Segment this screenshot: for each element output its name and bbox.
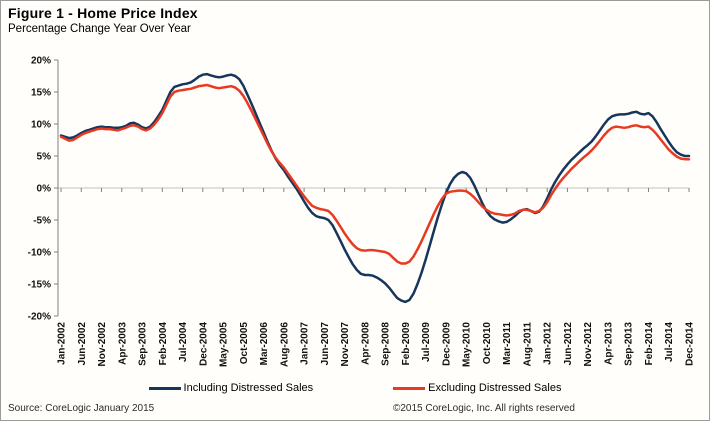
chart-title: Figure 1 - Home Price Index (8, 5, 198, 21)
x-axis-tick-label: Apr-2008 (360, 322, 371, 365)
x-axis-tick-label: Jul-2004 (178, 322, 189, 362)
source-note: Source: CoreLogic January 2015 (8, 403, 155, 414)
x-axis-tick-label: Jul-2014 (664, 322, 675, 362)
legend-item-including-distressed: Including Distressed Sales (148, 382, 314, 394)
y-axis-tick-label: 5% (37, 152, 52, 163)
x-axis-tick-label: Dec-2014 (685, 322, 696, 366)
chart-subtitle: Percentage Change Year Over Year (8, 23, 191, 35)
including-distressed-line-swatch (148, 386, 181, 390)
series-line-excluding-distressed (59, 83, 691, 265)
legend-label-excluding-distressed: Excluding Distressed Sales (428, 382, 562, 394)
x-axis-tick-label: Nov-2012 (583, 322, 594, 367)
x-axis-tick-label: Feb-2014 (644, 322, 655, 366)
x-axis-tick-label: Mar-2006 (259, 322, 270, 366)
x-axis-tick-label: Feb-2004 (158, 322, 169, 366)
x-axis-tick-label: Sep-2013 (624, 322, 635, 366)
x-axis-tick-label: May-2010 (462, 322, 473, 367)
series-line-including-distressed (59, 72, 691, 304)
x-axis-tick-label: Nov-2007 (340, 322, 351, 367)
x-axis-tick-label: Feb-2009 (401, 322, 412, 366)
x-axis-tick-label: Aug-2011 (522, 322, 533, 367)
x-axis-tick-label: Dec-2009 (441, 322, 452, 366)
y-axis-tick-label: -15% (28, 280, 51, 291)
x-axis-tick-label: Jan-2002 (57, 322, 68, 365)
legend-item-excluding-distressed: Excluding Distressed Sales (393, 382, 561, 394)
y-axis-tick-label: 20% (31, 56, 51, 67)
x-axis-tick-label: Apr-2013 (603, 322, 614, 365)
x-axis-tick-label: Jan-2007 (300, 322, 311, 365)
home-price-index-line-chart: 20% 15% 10% 5% 0% -5% -10% -15% -20% Jan-2002 Jun-… (28, 56, 696, 368)
x-axis-tick-label: Sep-2008 (381, 322, 392, 366)
x-axis-tick-label: Jun-2012 (563, 322, 574, 366)
x-axis-tick-label: May-2005 (219, 322, 230, 367)
legend-label-including-distressed: Including Distressed Sales (183, 382, 314, 394)
y-axis-tick-label: 10% (31, 120, 51, 131)
x-axis-tick-label: Sep-2003 (138, 322, 149, 366)
chart-footer: Source: CoreLogic January 2015 ©2015 Cor… (1, 403, 709, 419)
x-axis-tick-label: Nov-2002 (97, 322, 108, 367)
x-axis-tick-label: Dec-2004 (198, 322, 209, 366)
x-axis-tick-label: Jun-2007 (320, 322, 331, 366)
y-axis-tick-label: -5% (33, 216, 51, 227)
x-axis-tick-label: Oct-2010 (482, 322, 493, 365)
x-axis-tick-label: Apr-2003 (117, 322, 128, 365)
x-axis-tick-label: Jul-2009 (421, 322, 432, 362)
x-axis-tick-label: Jan-2012 (543, 322, 554, 365)
excluding-distressed-line-swatch (393, 386, 426, 390)
x-axis-tick-label: Jun-2002 (77, 322, 88, 366)
x-axis-tick-label: Oct-2005 (239, 322, 250, 365)
y-axis-tick-label: 0% (37, 184, 52, 195)
y-axis-tick-label: -20% (28, 312, 51, 323)
x-axis-tick-label: Mar-2011 (502, 322, 513, 365)
y-axis-tick-label: 15% (31, 88, 51, 99)
y-axis-tick-label: -10% (28, 248, 51, 259)
x-axis-tick-label: Aug-2006 (279, 322, 290, 367)
copyright-note: ©2015 CoreLogic, Inc. All rights reserve… (393, 403, 575, 414)
chart-legend: Including Distressed Sales Excluding Dis… (1, 382, 709, 394)
